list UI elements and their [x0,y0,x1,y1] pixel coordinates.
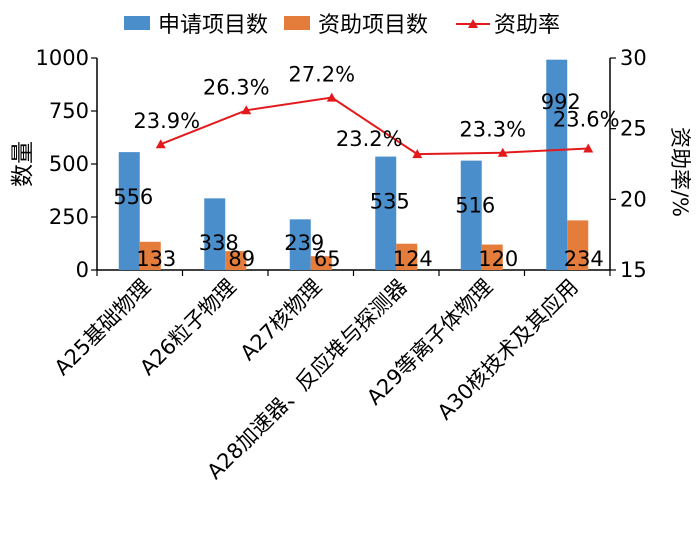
y2-tick-label: 30 [620,46,647,70]
legend-label: 资助率 [494,13,560,38]
legend-label: 资助项目数 [318,13,428,38]
x-category-label: A30核技术及其应用 [433,275,583,425]
rate-line [160,96,589,156]
y-tick-label: 750 [49,99,89,123]
rate-marker [241,105,252,115]
legend-swatch [284,16,310,30]
bar-value-label: 234 [564,247,604,271]
bar-value-label: 556 [113,185,153,209]
rate-marker [583,143,594,153]
bar-applications [375,156,397,270]
y2-axis-title: 资助率/% [668,127,692,217]
bar-value-label: 89 [228,247,255,271]
y2-tick-label: 15 [620,258,647,282]
legend-swatch [124,16,150,30]
bar-funded [481,244,503,270]
rate-marker [326,92,337,102]
bar-applications [289,219,311,270]
bar-applications [204,198,226,270]
legend-marker [468,19,478,28]
bar-value-label: 338 [199,231,239,255]
bar-funded [396,243,418,270]
rate-value-label: 23.9% [133,109,200,133]
rate-marker [412,149,423,159]
rate-value-label: 23.3% [459,118,526,142]
bar-applications [460,160,482,270]
rate-value-label: 27.2% [288,63,355,87]
rate-marker [497,147,508,157]
y-tick-label: 0 [76,258,89,282]
bar-funded [139,241,161,270]
rate-value-label: 26.3% [203,75,270,99]
bar-value-label: 124 [393,247,433,271]
rate-marker [155,139,166,149]
y2-tick-label: 20 [620,187,647,211]
bar-applications [546,59,568,270]
bar-funded [310,256,332,270]
bar-value-label: 133 [136,247,176,271]
bar-applications [118,152,140,270]
bar-value-label: 65 [314,247,341,271]
y2-tick-label: 25 [620,117,647,141]
bar-value-label: 120 [478,247,518,271]
y-axis-title: 数量 [10,141,36,187]
bar-funded [225,251,247,270]
rate-value-label: 23.6% [553,107,620,131]
x-category-label: A27核物理 [236,275,327,366]
bar-funded [567,220,589,270]
y-tick-label: 1000 [36,46,89,70]
bar-value-label: 535 [370,190,410,214]
legend-label: 申请项目数 [158,13,268,38]
rate-value-label: 23.2% [336,127,403,151]
y-tick-label: 250 [49,205,89,229]
bar-value-label: 516 [455,194,495,218]
bar-value-label: 239 [284,231,324,255]
y-tick-label: 500 [49,152,89,176]
bar-value-label: 992 [541,90,581,114]
